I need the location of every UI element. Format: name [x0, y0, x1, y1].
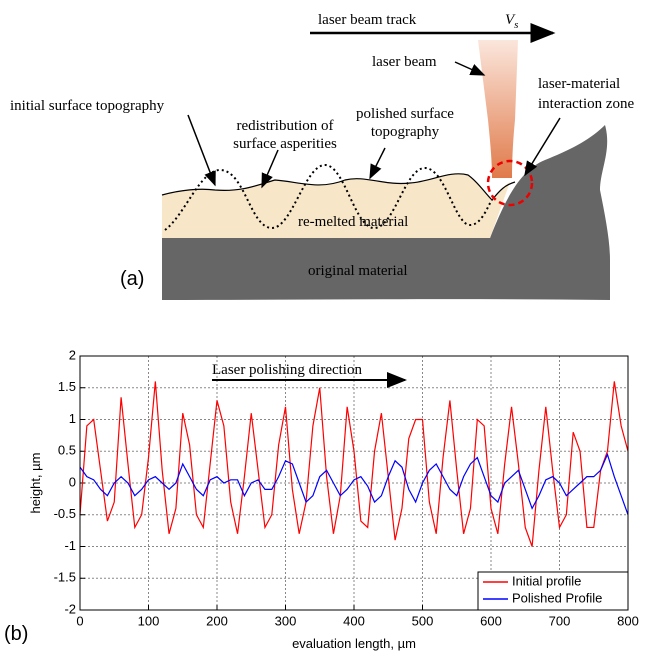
- y-tick-label: -2: [64, 601, 76, 616]
- x-tick-label: 0: [76, 613, 83, 628]
- zone-label: interaction zone: [538, 96, 635, 112]
- panel-a: laser beam track Vs laser beam initial s…: [10, 12, 635, 300]
- y-tick-label: -1: [64, 538, 76, 553]
- x-tick-label: 300: [275, 613, 297, 628]
- y-tick-label: 0: [69, 474, 76, 489]
- polished-label: polished surface: [356, 106, 454, 122]
- pointer: [524, 117, 561, 177]
- original-label: original material: [308, 263, 408, 279]
- x-axis-label: evaluation length, µm: [292, 636, 416, 651]
- y-axis-label: height, µm: [28, 453, 43, 514]
- remelted-label: re-melted material: [298, 214, 408, 230]
- y-tick-label: 1.5: [58, 379, 76, 394]
- pointer: [454, 61, 486, 76]
- pointer: [369, 147, 386, 180]
- y-tick-label: 0.5: [58, 443, 76, 458]
- laser-beam: [478, 40, 518, 178]
- initial-surface: [164, 163, 493, 231]
- panel-label: (a): [120, 268, 144, 290]
- y-tick-label: -0.5: [54, 506, 76, 521]
- x-tick-label: 700: [549, 613, 571, 628]
- redistribution-label: surface asperities: [233, 136, 337, 152]
- beam-label: laser beam: [372, 54, 437, 70]
- interaction-zone: [486, 159, 534, 207]
- line-series: [79, 381, 629, 547]
- x-tick-label: 800: [617, 613, 639, 628]
- y-tick-label: 2: [69, 347, 76, 362]
- panel-label: (b): [4, 623, 28, 645]
- redistribution-label: redistribution of: [236, 118, 333, 134]
- initial-label: initial surface topography: [10, 98, 165, 114]
- velocity-subscript: s: [514, 19, 518, 31]
- annotation: Laser polishing direction: [212, 362, 362, 378]
- line-series: [79, 452, 629, 515]
- zone-label: laser-material: [538, 76, 620, 92]
- x-tick-label: 500: [412, 613, 434, 628]
- x-tick-label: 100: [138, 613, 160, 628]
- x-tick-label: 200: [206, 613, 228, 628]
- legend-label: Initial profile: [512, 573, 581, 588]
- remelted-material: [162, 173, 510, 238]
- pointer: [261, 149, 279, 189]
- chart: 0 100 200 300 400 500 600 700 800 -2 -1.5 -1 -0.5 0 0.…: [28, 347, 639, 651]
- polished-surface: [161, 173, 516, 201]
- track-label: laser beam track: [318, 12, 417, 28]
- pointer: [187, 114, 216, 187]
- original-material: [162, 125, 610, 300]
- x-tick-label: 400: [343, 613, 365, 628]
- legend: [477, 571, 629, 611]
- y-tick-label: -1.5: [54, 570, 76, 585]
- polished-label: topography: [371, 124, 440, 140]
- velocity-symbol: V: [505, 12, 516, 28]
- velocity-label: Vs: [505, 12, 518, 31]
- x-tick-label: 600: [480, 613, 502, 628]
- axes-frame: [79, 355, 629, 611]
- y-tick-label: 1: [69, 411, 76, 426]
- legend-label: Polished Profile: [512, 590, 602, 605]
